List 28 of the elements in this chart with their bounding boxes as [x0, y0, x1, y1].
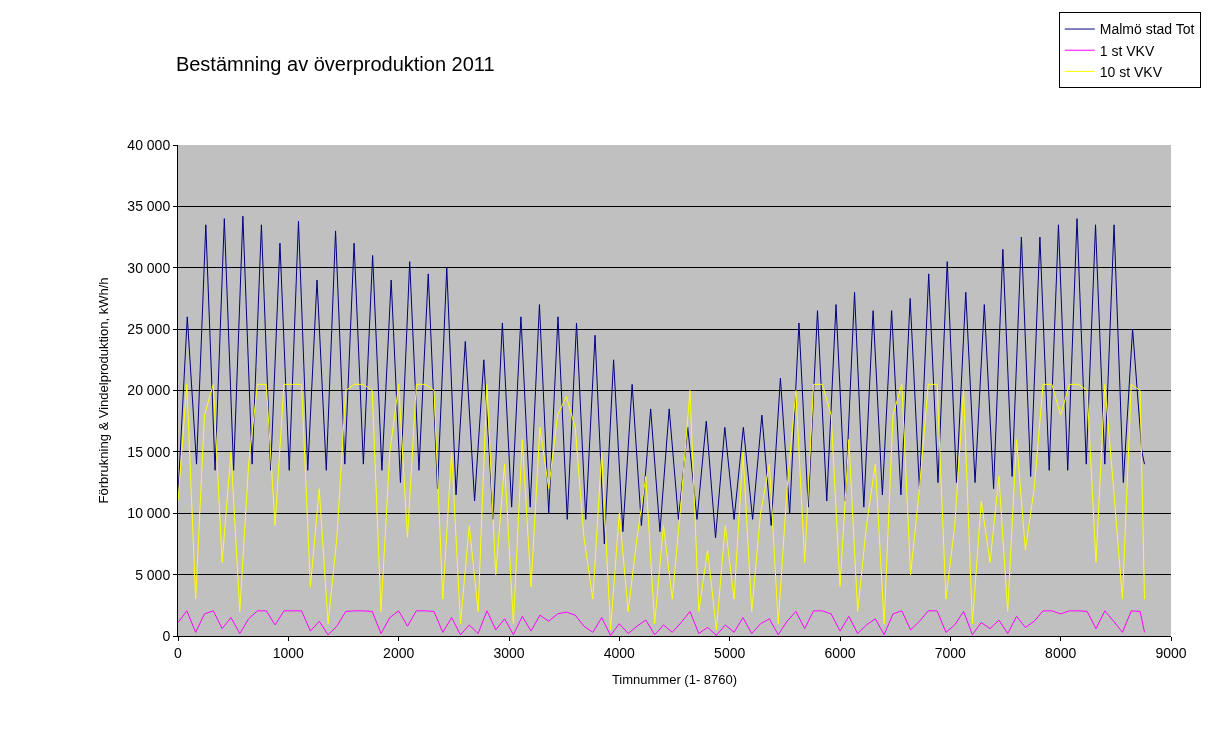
- legend-label: 10 st VKV: [1099, 63, 1163, 80]
- y-tick-label: 15 000: [127, 443, 171, 460]
- x-tick-label: 1000: [272, 644, 305, 661]
- y-tick-label: 5 000: [135, 566, 171, 583]
- x-tick-label: 0: [174, 644, 183, 661]
- x-tick-label: 6000: [824, 644, 856, 661]
- chart-title: Bestämning av överproduktion 2011: [175, 52, 495, 75]
- line-series: [178, 383, 1146, 631]
- legend-label: Malmö stad Tot: [1099, 21, 1195, 38]
- x-tick-label: 2000: [383, 644, 415, 661]
- x-tick-label: 3000: [493, 644, 525, 661]
- x-tick-label: 5000: [714, 644, 746, 661]
- y-tick-label: 0: [162, 627, 171, 644]
- y-tick-label: 35 000: [127, 198, 171, 215]
- y-axis-title: Förbrukning & Vindelproduktion, kWh/h: [96, 277, 112, 504]
- x-axis-title: Timnummer (1- 8760): [611, 672, 738, 688]
- y-tick-label: 10 000: [127, 505, 171, 522]
- x-tick-label: 9000: [1155, 644, 1187, 661]
- x-tick-label: 8000: [1045, 644, 1077, 661]
- y-tick-label: 25 000: [127, 321, 171, 338]
- y-tick-label: 30 000: [127, 259, 171, 276]
- y-tick-label: 20 000: [127, 382, 171, 399]
- line-series: [178, 215, 1146, 545]
- y-tick-label: 40 000: [127, 136, 171, 153]
- legend-label: 1 st VKV: [1099, 42, 1155, 59]
- line-series: [178, 610, 1146, 636]
- x-tick-label: 7000: [934, 644, 967, 661]
- x-tick-label: 4000: [603, 644, 636, 661]
